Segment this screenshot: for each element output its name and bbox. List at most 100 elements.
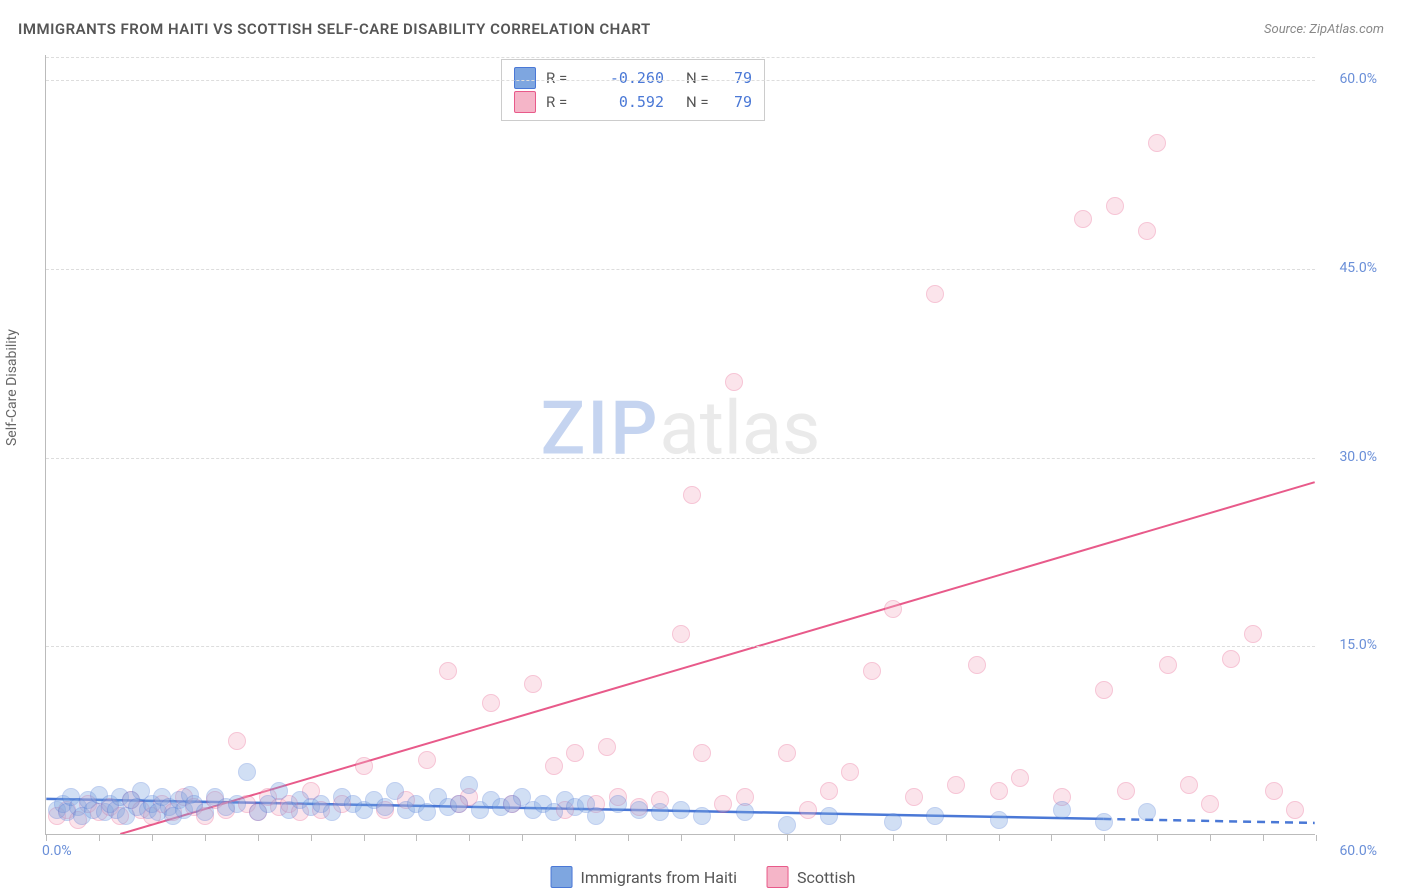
trendlines-svg <box>46 55 1315 834</box>
scatter-point-scottish <box>968 656 986 674</box>
scatter-point-haiti <box>1138 803 1156 821</box>
scatter-point-scottish <box>1265 782 1283 800</box>
scatter-point-scottish <box>778 744 796 762</box>
chart-title: IMMIGRANTS FROM HAITI VS SCOTTISH SELF-C… <box>18 20 651 38</box>
scatter-point-haiti <box>630 801 648 819</box>
x-minor-tick <box>840 835 841 841</box>
scatter-point-scottish <box>1148 134 1166 152</box>
x-minor-tick <box>416 835 417 841</box>
n-value-haiti: 79 <box>734 66 752 90</box>
legend-label-scottish: Scottish <box>797 868 855 887</box>
watermark-atlas: atlas <box>659 385 820 472</box>
r-label: R = <box>546 90 584 114</box>
scatter-point-scottish <box>926 285 944 303</box>
scatter-point-scottish <box>1106 197 1124 215</box>
scatter-point-scottish <box>566 744 584 762</box>
n-label: N = <box>686 90 724 114</box>
x-minor-tick <box>1210 835 1211 841</box>
watermark-zip: ZIP <box>541 385 660 472</box>
scatter-point-haiti <box>693 807 711 825</box>
legend-swatch-scottish <box>514 91 536 113</box>
scatter-point-scottish <box>884 600 902 618</box>
scatter-point-scottish <box>725 373 743 391</box>
scatter-point-scottish <box>598 738 616 756</box>
scatter-point-scottish <box>228 732 246 750</box>
scatter-point-haiti <box>990 811 1008 829</box>
x-minor-tick <box>734 835 735 841</box>
n-label: N = <box>686 66 724 90</box>
scatter-point-scottish <box>524 675 542 693</box>
source-label: Source: ZipAtlas.com <box>1264 22 1384 37</box>
scatter-point-scottish <box>1201 795 1219 813</box>
legend-series: Immigrants from Haiti Scottish <box>551 866 856 888</box>
gridline <box>46 80 1315 81</box>
scatter-point-haiti <box>270 782 288 800</box>
scatter-point-scottish <box>947 776 965 794</box>
scatter-point-scottish <box>990 782 1008 800</box>
scatter-point-scottish <box>482 694 500 712</box>
scatter-point-haiti <box>460 776 478 794</box>
x-minor-tick <box>681 835 682 841</box>
y-tick-label: 60.0% <box>1339 71 1377 87</box>
scatter-point-haiti <box>736 803 754 821</box>
r-value-haiti: -0.260 <box>594 66 664 90</box>
trendline <box>1103 819 1314 823</box>
scatter-point-haiti <box>1095 813 1113 831</box>
x-minor-tick <box>364 835 365 841</box>
legend-row-scottish: R = 0.592 N = 79 <box>514 90 752 114</box>
y-tick-label: 30.0% <box>1339 449 1377 465</box>
scatter-point-haiti <box>609 795 627 813</box>
scatter-point-scottish <box>1074 210 1092 228</box>
scatter-point-scottish <box>1138 222 1156 240</box>
scatter-point-scottish <box>1286 801 1304 819</box>
scatter-point-scottish <box>693 744 711 762</box>
scatter-point-haiti <box>376 798 394 816</box>
scatter-point-scottish <box>1159 656 1177 674</box>
scatter-point-scottish <box>439 662 457 680</box>
x-minor-tick <box>205 835 206 841</box>
scatter-point-scottish <box>545 757 563 775</box>
legend-swatch-haiti <box>551 866 573 888</box>
x-minor-tick <box>575 835 576 841</box>
scatter-point-scottish <box>1117 782 1135 800</box>
scatter-point-scottish <box>672 625 690 643</box>
gridline <box>46 269 1315 270</box>
scatter-point-haiti <box>926 807 944 825</box>
scatter-point-scottish <box>799 801 817 819</box>
scatter-point-haiti <box>228 795 246 813</box>
scatter-point-scottish <box>1011 769 1029 787</box>
scatter-point-scottish <box>1095 681 1113 699</box>
scatter-point-scottish <box>1244 625 1262 643</box>
x-minor-tick <box>1316 835 1317 841</box>
scatter-point-haiti <box>778 816 796 834</box>
scatter-point-haiti <box>450 795 468 813</box>
x-minor-tick <box>946 835 947 841</box>
legend-swatch-scottish <box>767 866 789 888</box>
gridline <box>46 458 1315 459</box>
x-tick-left: 0.0% <box>42 843 72 859</box>
r-value-scottish: 0.592 <box>594 90 664 114</box>
x-minor-tick <box>311 835 312 841</box>
scatter-point-haiti <box>418 803 436 821</box>
r-label: R = <box>546 66 584 90</box>
x-minor-tick <box>46 835 47 841</box>
x-minor-tick <box>628 835 629 841</box>
x-minor-tick <box>1157 835 1158 841</box>
scatter-point-haiti <box>386 782 404 800</box>
gridline <box>46 57 1315 58</box>
x-minor-tick <box>258 835 259 841</box>
x-minor-tick <box>787 835 788 841</box>
scatter-point-scottish <box>841 763 859 781</box>
scatter-point-scottish <box>1222 650 1240 668</box>
x-minor-tick <box>152 835 153 841</box>
scatter-point-haiti <box>196 803 214 821</box>
legend-row-haiti: R = -0.260 N = 79 <box>514 66 752 90</box>
scatter-point-scottish <box>863 662 881 680</box>
scatter-point-scottish <box>1180 776 1198 794</box>
legend-label-haiti: Immigrants from Haiti <box>581 868 737 887</box>
plot-area: ZIPatlas R = -0.260 N = 79 R = 0.592 N =… <box>45 55 1315 835</box>
x-minor-tick <box>522 835 523 841</box>
scatter-point-haiti <box>587 807 605 825</box>
scatter-point-scottish <box>820 782 838 800</box>
scatter-point-haiti <box>323 803 341 821</box>
